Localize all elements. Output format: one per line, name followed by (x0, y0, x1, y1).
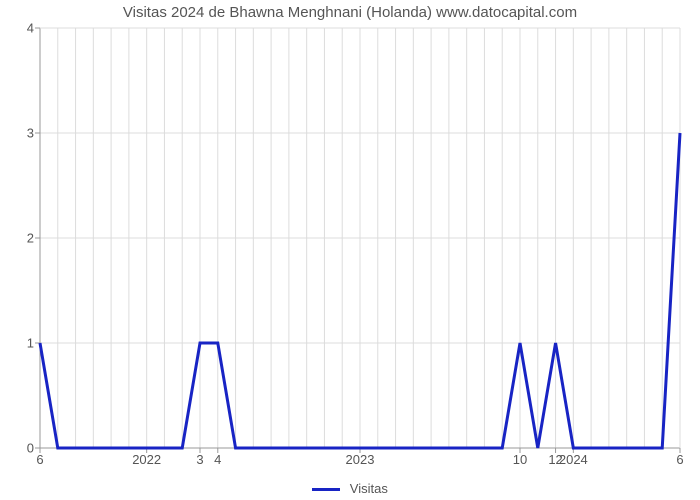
x-tick-label: 10 (513, 452, 527, 467)
y-tick-label: 4 (27, 21, 34, 36)
legend: Visitas (0, 481, 700, 496)
y-tick-label: 0 (27, 441, 34, 456)
x-tick-label: 4 (214, 452, 221, 467)
y-tick-label: 3 (27, 126, 34, 141)
y-tick-label: 2 (27, 231, 34, 246)
x-tick-label: 3 (196, 452, 203, 467)
legend-label: Visitas (350, 481, 388, 496)
plot-svg (40, 28, 680, 448)
visits-chart: Visitas 2024 de Bhawna Menghnani (Holand… (0, 0, 700, 500)
x-tick-label: 2023 (346, 452, 375, 467)
x-tick-label: 2022 (132, 452, 161, 467)
x-tick-label: 6 (676, 452, 683, 467)
chart-title: Visitas 2024 de Bhawna Menghnani (Holand… (0, 4, 700, 21)
y-tick-label: 1 (27, 336, 34, 351)
legend-swatch (312, 488, 340, 491)
plot-area (40, 28, 680, 448)
x-tick-label: 2024 (559, 452, 588, 467)
x-tick-label: 6 (36, 452, 43, 467)
